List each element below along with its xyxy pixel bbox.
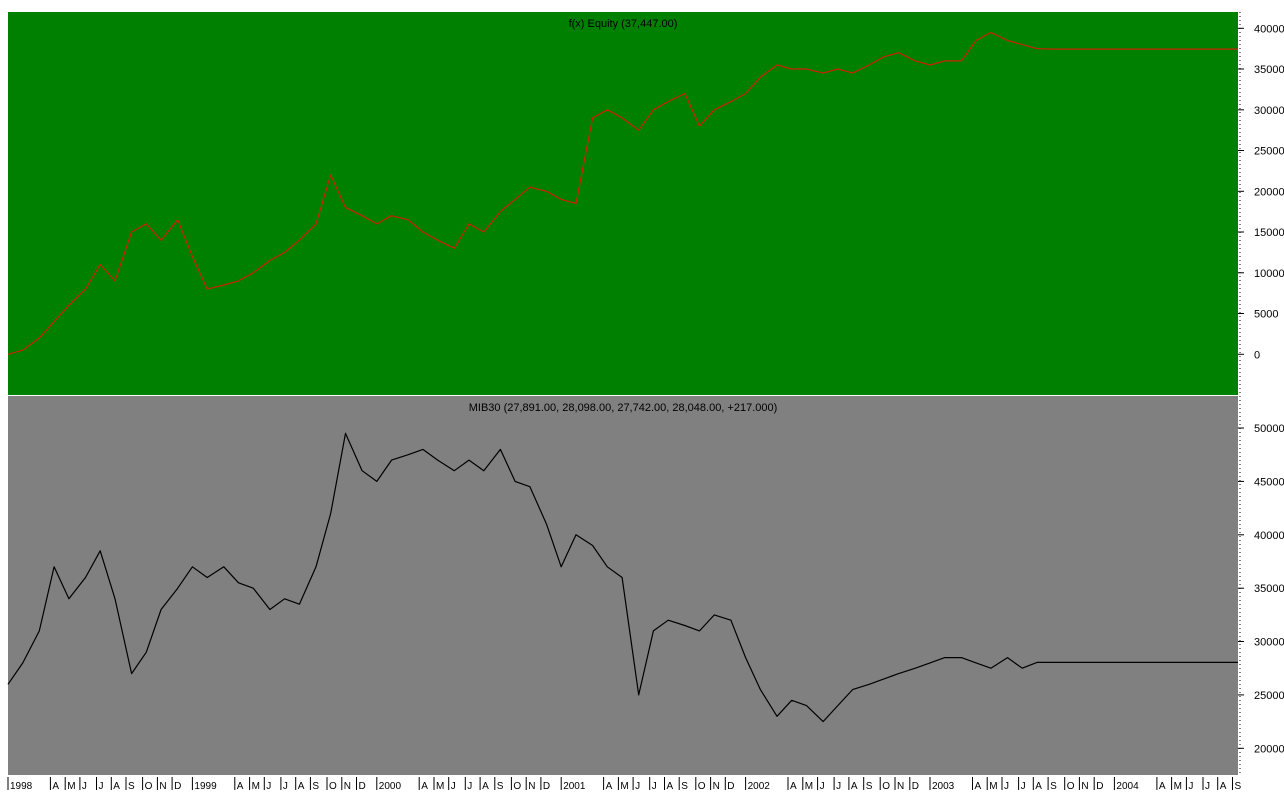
x-tick-label: J [99,781,104,792]
x-tick-label: S [497,781,504,792]
x-tick-label: M [989,781,997,792]
equity-y-tick-label: 25000 [1254,146,1284,158]
equity-series-line-0 [7,31,1238,355]
x-tick-label: A [1220,781,1227,792]
price-y-tick-label: 20000 [1254,743,1284,755]
price-y-tick-label: 25000 [1254,690,1284,702]
x-tick-label: J [283,781,288,792]
price-y-tick-label: 50000 [1254,423,1284,435]
x-tick-label: A [1159,781,1166,792]
x-tick-label: 2000 [379,781,402,792]
x-tick-label: A [790,781,797,792]
equity-y-tick-label: 0 [1254,349,1260,361]
x-tick-label: A [298,781,305,792]
price-panel: MIB30 (27,891.00, 28,098.00, 27,742.00, … [7,396,1284,775]
x-tick-label: M [67,781,75,792]
x-tick-label: M [436,781,444,792]
x-tick-label: J [652,781,657,792]
equity-y-axis: 0 5000 10000 15000 20000 25000 30000 35000 40000 [1238,12,1284,395]
x-tick-label: A [482,781,489,792]
equity-series-group [7,31,1238,355]
x-tick-label: D [727,781,734,792]
x-tick-label: J [1021,781,1026,792]
x-tick-label: J [1188,781,1193,792]
x-tick-label: S [312,781,319,792]
x-tick-label: J [451,781,456,792]
x-tick-label: S [681,781,688,792]
x-tick-label: O [145,781,153,792]
equity-y-tick-label: 35000 [1254,64,1284,76]
x-tick-label: S [128,781,135,792]
x-tick-label: A [851,781,858,792]
x-tick-label: A [113,781,120,792]
x-tick-label: N [1081,781,1088,792]
equity-y-tick-label: 10000 [1254,268,1284,280]
x-tick-label: D [1096,781,1103,792]
x-tick-label: J [635,781,640,792]
x-tick-label: S [1235,781,1242,792]
equity-panel: f(x) Equity (37,447.00) 0 5000 10000 15000 2… [7,12,1284,395]
price-y-tick-label: 30000 [1254,637,1284,649]
x-tick-label: A [1035,781,1042,792]
price-panel-title: MIB30 (27,891.00, 28,098.00, 27,742.00, … [469,402,778,414]
x-tick-label: M [805,781,813,792]
x-tick-label: D [543,781,550,792]
equity-panel-title: f(x) Equity (37,447.00) [569,18,678,30]
x-tick-label: A [237,781,244,792]
x-tick-label: O [513,781,521,792]
x-tick-label: A [606,781,613,792]
x-tick-label: J [467,781,472,792]
x-tick-label: J [82,781,87,792]
equity-y-tick-label: 20000 [1254,186,1284,198]
x-tick-label: M [252,781,260,792]
x-tick-label: M [620,781,628,792]
x-tick-label: J [1205,781,1210,792]
time-x-axis: 1998 A M J J A S O N D 1999 A M J J A S O N D 2000 A M J J A S O N D 2… [7,777,1242,792]
x-tick-label: O [698,781,706,792]
price-y-tick-label: 40000 [1254,530,1284,542]
price-y-tick-label: 45000 [1254,476,1284,488]
x-tick-label: 1999 [194,781,217,792]
x-tick-label: J [1004,781,1009,792]
equity-y-tick-label: 5000 [1254,309,1278,321]
price-y-axis: 20000 25000 30000 35000 40000 45000 50000 [1238,396,1284,775]
x-tick-label: N [528,781,535,792]
x-tick-label: O [882,781,890,792]
equity-y-tick-label: 40000 [1254,23,1284,35]
x-tick-label: O [329,781,337,792]
equity-y-tick-label: 30000 [1254,105,1284,117]
x-tick-label: S [1050,781,1057,792]
x-tick-label: N [159,781,166,792]
x-tick-label: 1998 [10,781,33,792]
x-tick-label: N [897,781,904,792]
price-y-tick-label: 35000 [1254,583,1284,595]
x-tick-label: J [266,781,271,792]
x-tick-label: O [1067,781,1075,792]
x-tick-label: D [912,781,919,792]
x-tick-label: J [836,781,841,792]
x-tick-label: 2004 [1116,781,1139,792]
price-series-line-0 [7,432,1238,723]
x-tick-label: D [359,781,366,792]
x-tick-label: 2001 [563,781,586,792]
equity-panel-background [8,12,1238,395]
x-tick-label: S [866,781,873,792]
price-series-group [7,432,1238,723]
x-tick-label: A [667,781,674,792]
x-tick-label: J [820,781,825,792]
x-tick-label: 2003 [932,781,955,792]
x-tick-label: D [174,781,181,792]
x-tick-label: 2002 [748,781,771,792]
equity-y-tick-label: 15000 [1254,227,1284,239]
x-tick-label: A [421,781,428,792]
x-tick-label: A [975,781,982,792]
x-tick-label: M [1174,781,1182,792]
x-tick-label: A [52,781,59,792]
x-tick-label: N [713,781,720,792]
x-tick-label: N [344,781,351,792]
